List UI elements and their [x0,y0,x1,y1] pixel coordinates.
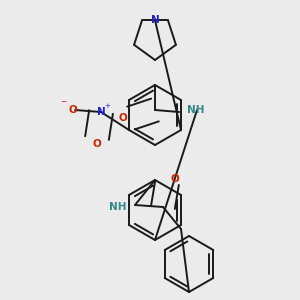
Text: NH: NH [187,105,205,115]
Text: O: O [171,174,179,184]
Text: −: − [60,98,66,106]
Text: O: O [118,113,127,123]
Text: O: O [93,139,101,149]
Text: NH: NH [110,202,127,212]
Text: N: N [151,15,159,25]
Text: +: + [104,103,110,109]
Text: O: O [69,105,77,115]
Text: N: N [97,107,105,117]
